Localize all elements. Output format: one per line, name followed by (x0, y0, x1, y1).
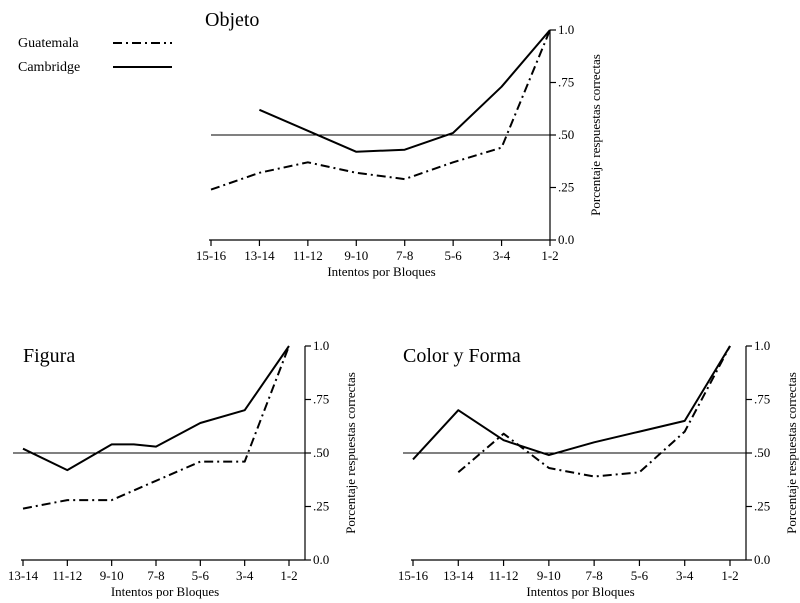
x-tick-label: 7-8 (147, 568, 164, 583)
x-tick-label: 15-16 (398, 568, 429, 583)
x-tick-label: 1-2 (541, 248, 558, 263)
x-tick-label: 13-14 (244, 248, 275, 263)
series-line-cambridge (412, 345, 731, 461)
x-tick-label: 1-2 (721, 568, 738, 583)
y-tick-label: .50 (313, 445, 329, 460)
y-tick-label: 1.0 (558, 22, 574, 37)
x-tick-label: 11-12 (293, 248, 323, 263)
x-tick-label: 9-10 (537, 568, 561, 583)
x-tick-label: 5-6 (192, 568, 210, 583)
y-tick-label: 0.0 (754, 552, 770, 567)
x-tick-label: 1-2 (280, 568, 297, 583)
x-tick-label: 15-16 (196, 248, 227, 263)
x-axis-label: Intentos por Bloques (111, 584, 219, 599)
y-tick-label: .50 (754, 445, 770, 460)
chart-title: Objeto (205, 9, 259, 31)
series-line-cambridge (259, 29, 551, 153)
chart-figura: Figura 13-14 11-12 9-10 7-8 5-6 3-4 1-2 Intentos… (8, 338, 358, 599)
series-line-guatemala (210, 29, 551, 191)
y-tick-label: .50 (558, 127, 574, 142)
legend: Guatemala Cambridge (18, 36, 172, 75)
x-tick-label: 11-12 (489, 568, 519, 583)
chart-color-y-forma: Color y Forma 15-16 13-14 11-12 9-10 7-8 5-6 3-… (398, 338, 799, 599)
legend-label: Guatemala (18, 36, 79, 51)
series-line-guatemala (457, 345, 731, 478)
series-line-guatemala (22, 345, 290, 510)
y-tick-label: .75 (754, 392, 770, 407)
x-tick-label: 7-8 (585, 568, 602, 583)
x-tick-label: 5-6 (631, 568, 649, 583)
y-axis-label: Porcentaje respuestas correctas (784, 372, 799, 534)
y-tick-label: 0.0 (558, 232, 574, 247)
x-tick-label: 9-10 (100, 568, 124, 583)
chart-objeto: Objeto 15-16 13-14 11-12 9-10 7-8 5-6 3-4 1-2 Int… (196, 9, 603, 279)
y-tick-label: .75 (313, 392, 329, 407)
chart-title: Figura (23, 345, 75, 367)
chart-title: Color y Forma (403, 345, 521, 367)
y-tick-label: .75 (558, 75, 574, 90)
x-tick-label: 3-4 (236, 568, 254, 583)
y-tick-label: .25 (313, 499, 329, 514)
x-tick-label: 5-6 (444, 248, 462, 263)
x-tick-label: 7-8 (396, 248, 413, 263)
x-tick-label: 11-12 (52, 568, 82, 583)
series-line-cambridge (22, 345, 290, 472)
x-tick-label: 3-4 (493, 248, 511, 263)
y-tick-label: .25 (754, 499, 770, 514)
x-axis-label: Intentos por Bloques (327, 264, 435, 279)
x-tick-label: 13-14 (8, 568, 39, 583)
y-axis-label: Porcentaje respuestas correctas (343, 372, 358, 534)
y-tick-label: 1.0 (754, 338, 770, 353)
y-tick-label: .25 (558, 180, 574, 195)
y-tick-label: 1.0 (313, 338, 329, 353)
x-axis-label: Intentos por Bloques (526, 584, 634, 599)
x-tick-label: 3-4 (676, 568, 694, 583)
x-tick-label: 13-14 (443, 568, 474, 583)
x-tick-label: 9-10 (344, 248, 368, 263)
y-axis-label: Porcentaje respuestas correctas (588, 54, 603, 216)
legend-label: Cambridge (18, 60, 80, 75)
y-tick-label: 0.0 (313, 552, 329, 567)
